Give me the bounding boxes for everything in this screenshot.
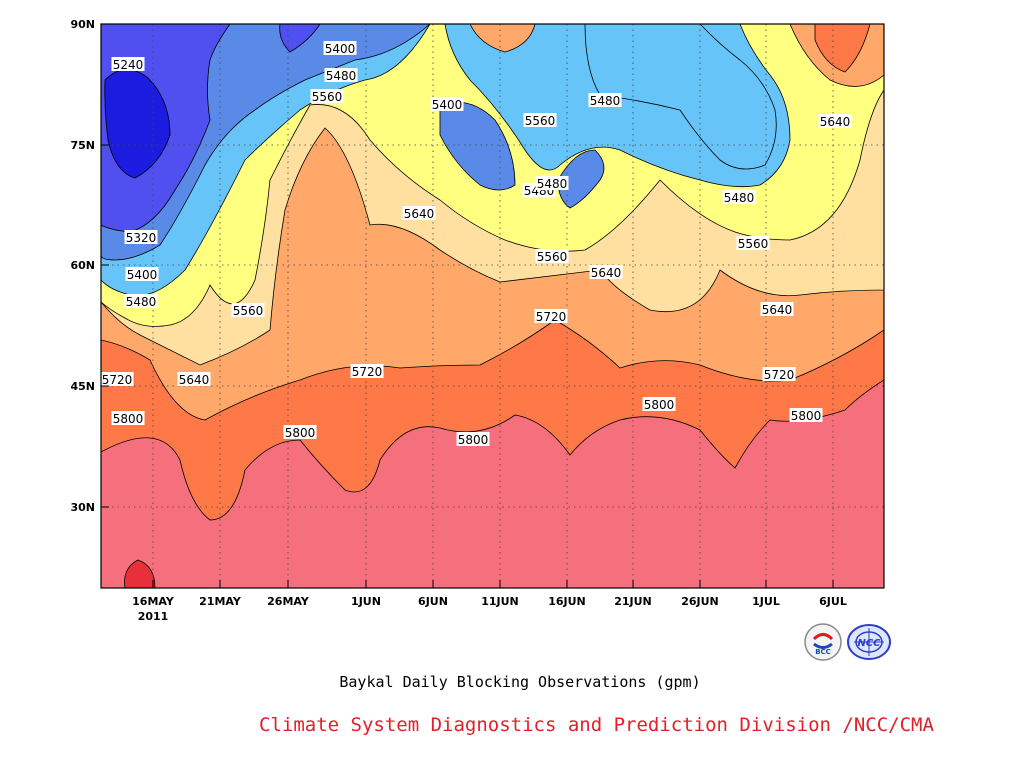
contour-label: 5720 [350, 364, 384, 379]
contour-label: 5800 [456, 432, 490, 447]
contour-band-5640_5720 [469, 24, 536, 53]
svg-text:5480: 5480 [590, 94, 621, 108]
x-tick-label: 1JUL [752, 595, 780, 608]
x-tick-label: 11JUN [481, 595, 519, 608]
contour-band-5240_5320 [279, 24, 321, 53]
source-credit: Climate System Diagnostics and Predictio… [259, 714, 934, 736]
svg-text:5640: 5640 [820, 115, 851, 129]
x-tick-label: 16JUN [548, 595, 586, 608]
svg-text:5800: 5800 [644, 398, 675, 412]
svg-text:5560: 5560 [525, 114, 556, 128]
contour-band-5720_5800 [814, 24, 871, 73]
contour-label: 5560 [231, 303, 265, 318]
contour-label: 5640 [589, 265, 623, 280]
svg-text:5800: 5800 [791, 409, 822, 423]
svg-text:5480: 5480 [724, 191, 755, 205]
contour-label: 5800 [111, 411, 145, 426]
svg-text:5480: 5480 [326, 69, 357, 83]
y-tick-label: 60N [70, 259, 95, 272]
y-tick-label: 45N [70, 380, 95, 393]
svg-text:5560: 5560 [233, 304, 264, 318]
svg-text:5640: 5640 [762, 303, 793, 317]
contour-band-5320_5400 [557, 149, 605, 209]
contour-band-above_5880 [124, 559, 156, 588]
contour-label: 5320 [124, 230, 158, 245]
svg-text:5320: 5320 [126, 231, 157, 245]
contour-label: 5480 [722, 190, 756, 205]
svg-text:5640: 5640 [591, 266, 622, 280]
svg-text:5480: 5480 [126, 295, 157, 309]
svg-text:5240: 5240 [113, 58, 144, 72]
contour-label: 5400 [125, 267, 159, 282]
contour-label: 5800 [283, 425, 317, 440]
svg-text:5560: 5560 [738, 237, 769, 251]
y-tick-label: 75N [70, 139, 95, 152]
x-tick-label: 6JUL [819, 595, 847, 608]
svg-text:5800: 5800 [113, 412, 144, 426]
x-tick-label: 6JUN [418, 595, 448, 608]
contour-label: 5560 [736, 236, 770, 251]
contour-label: 5400 [430, 97, 464, 112]
y-axis: 30N 45N 60N 75N 90N [70, 18, 109, 514]
x-tick-label: 26JUN [681, 595, 719, 608]
contour-labels: 5240 5320 5400 5400 5400 5480 5480 5480 5480 5480… [100, 41, 852, 447]
svg-text:NCC: NCC [857, 638, 881, 649]
svg-text:5640: 5640 [404, 207, 435, 221]
contour-fills [101, 24, 884, 588]
contour-label: 5720 [534, 309, 568, 324]
svg-text:5400: 5400 [127, 268, 158, 282]
contour-label: 5800 [642, 397, 676, 412]
contour-label: 5720 [100, 372, 134, 387]
x-tick-label: 21JUN [614, 595, 652, 608]
svg-text:5640: 5640 [179, 373, 210, 387]
svg-text:5720: 5720 [536, 310, 567, 324]
bcc-logo: BCC [803, 622, 843, 662]
svg-text:BCC: BCC [815, 648, 831, 656]
svg-text:5400: 5400 [432, 98, 463, 112]
contour-label: 5560 [523, 113, 557, 128]
contour-label: 5800 [789, 408, 823, 423]
x-tick-label: 1JUN [351, 595, 381, 608]
x-tick-label: 26MAY [267, 595, 310, 608]
contour-label: 5640 [760, 302, 794, 317]
svg-text:5480: 5480 [537, 177, 568, 191]
contour-label: 5720 [762, 367, 796, 382]
contour-label: 5400 [323, 41, 357, 56]
contour-label: 5640 [818, 114, 852, 129]
y-tick-label: 30N [70, 501, 95, 514]
contour-label: 5480 [535, 176, 569, 191]
svg-text:5720: 5720 [764, 368, 795, 382]
svg-text:5400: 5400 [325, 42, 356, 56]
svg-text:5560: 5560 [537, 250, 568, 264]
svg-text:5800: 5800 [458, 433, 489, 447]
contour-label: 5560 [310, 89, 344, 104]
contour-band-5320_5400 [439, 101, 516, 191]
svg-text:5720: 5720 [102, 373, 133, 387]
svg-text:5720: 5720 [352, 365, 383, 379]
x-year-label: 2011 [138, 610, 169, 623]
x-tick-label: 21MAY [199, 595, 242, 608]
contour-band-below_5240 [104, 69, 171, 179]
contour-label: 5640 [177, 372, 211, 387]
plot-frame [100, 23, 885, 589]
contour-label: 5560 [535, 249, 569, 264]
ncc-logo: NCC [846, 622, 892, 662]
contour-label: 5480 [124, 294, 158, 309]
contour-label: 5480 [588, 93, 622, 108]
svg-text:5560: 5560 [312, 90, 343, 104]
x-tick-label: 16MAY [132, 595, 175, 608]
contour-label: 5640 [402, 206, 436, 221]
chart-title: Baykal Daily Blocking Observations (gpm) [339, 673, 701, 691]
x-axis: 16MAY 21MAY 26MAY 1JUN 6JUN 11JUN 16JUN 21JUN 26… [132, 580, 847, 608]
y-tick-label: 90N [70, 18, 95, 31]
svg-text:5800: 5800 [285, 426, 316, 440]
contour-label: 5480 [324, 68, 358, 83]
contour-label: 5240 [111, 57, 145, 72]
